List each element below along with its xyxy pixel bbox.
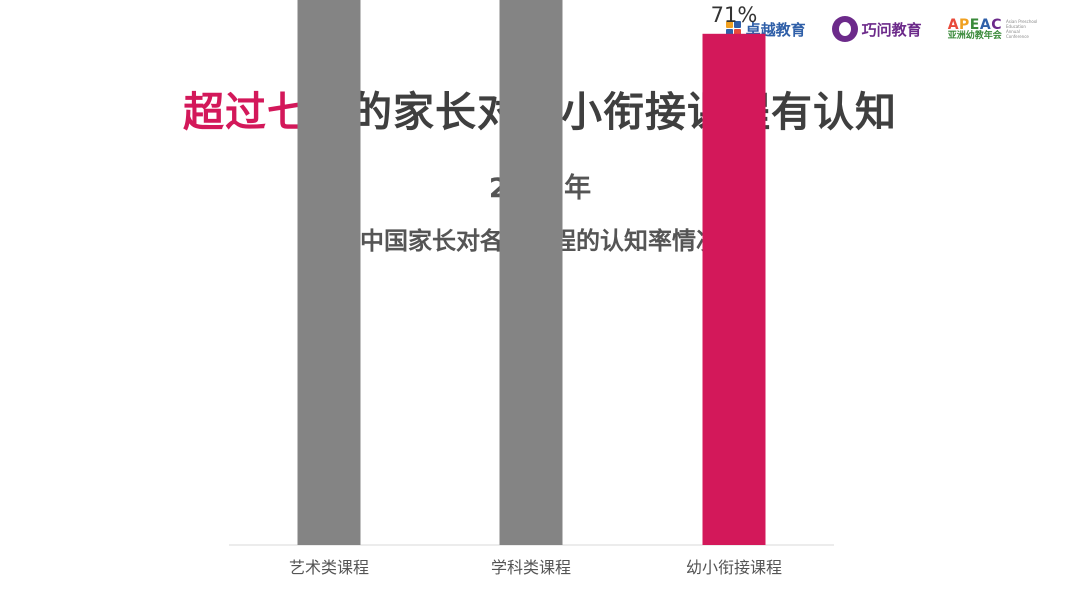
partner-logos: 卓越教育 巧问教育 APEAC 亚洲幼教年会 Asian Preschool E… <box>725 12 1042 46</box>
headline-rest: 的家长对幼小衔接课程有认知 <box>351 88 897 136</box>
qiaowen-logo: 巧问教育 <box>831 16 922 42</box>
category-label-1: 艺术类课程 <box>289 558 369 577</box>
bar-1 <box>297 0 361 546</box>
category-label-2: 学科类课程 <box>491 558 571 577</box>
bar-3 <box>702 33 766 546</box>
apeac-logo-subtitle: 亚洲幼教年会 <box>947 30 1002 41</box>
zhuoyue-mark-icon <box>725 21 742 37</box>
qiaowen-mark-icon <box>831 16 858 42</box>
apeac-logo-word: APEAC <box>947 16 1002 33</box>
apeac-logo: APEAC 亚洲幼教年会 Asian Preschool Education A… <box>948 18 1042 41</box>
category-label-3: 幼小衔接课程 <box>686 558 782 577</box>
apeac-logo-small-text: Asian Preschool Education Annual Confere… <box>1006 19 1038 39</box>
page-headline: 超过七成的家长对幼小衔接课程有认知 <box>0 82 1080 142</box>
data-label-3: 71% <box>711 3 758 27</box>
bar-2 <box>499 0 563 545</box>
qiaowen-logo-text: 巧问教育 <box>861 20 922 39</box>
